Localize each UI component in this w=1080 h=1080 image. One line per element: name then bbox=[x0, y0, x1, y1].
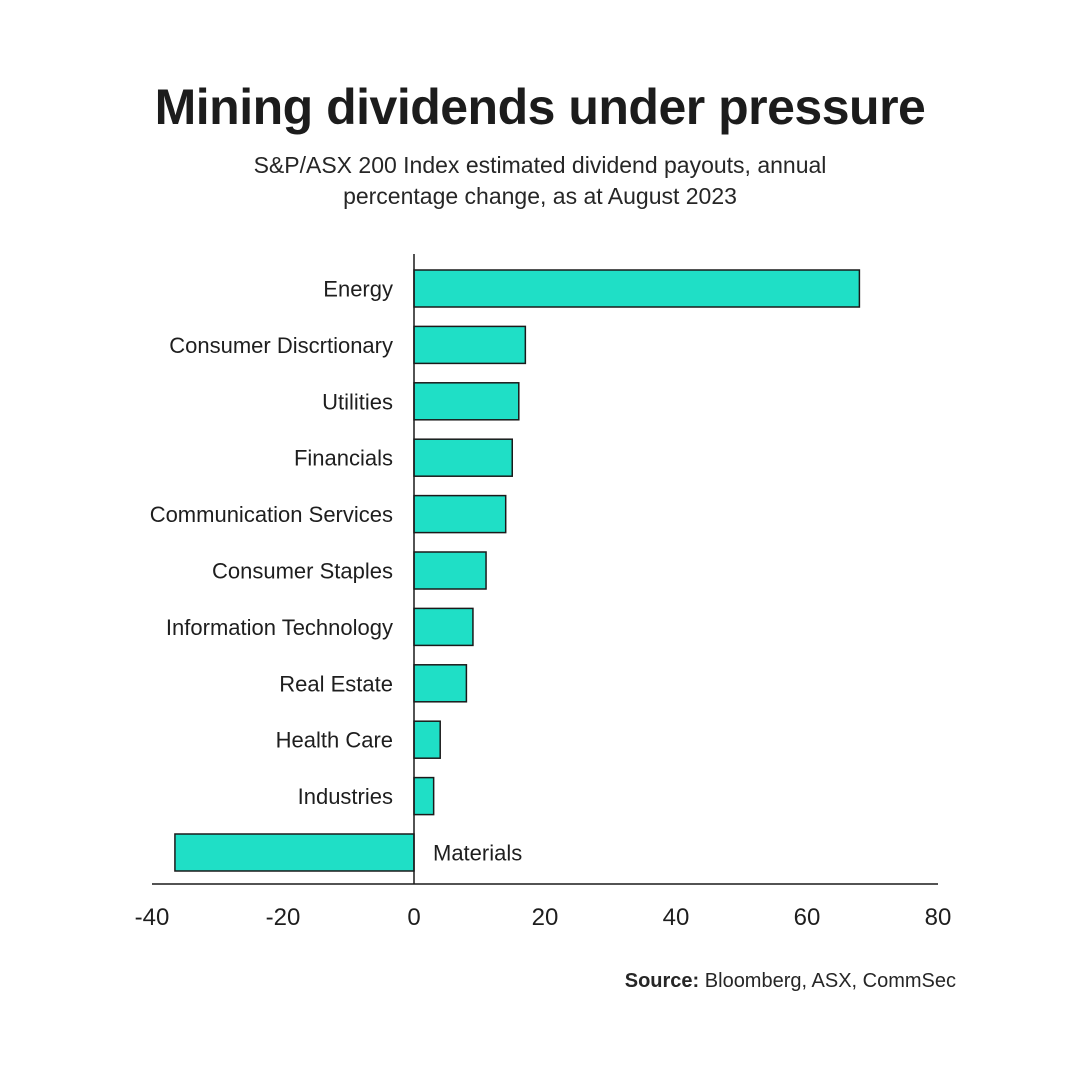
bar-energy bbox=[413, 269, 861, 308]
bar-consumer-discrtionary bbox=[413, 325, 527, 365]
bar-communication-services bbox=[413, 494, 507, 534]
x-tick-label: 40 bbox=[663, 904, 690, 931]
bar-financials bbox=[413, 438, 513, 477]
bar-consumer-staples bbox=[413, 551, 487, 590]
category-label: Materials bbox=[433, 841, 522, 866]
bar-health-care bbox=[413, 720, 441, 759]
bar-materials bbox=[174, 833, 415, 872]
category-label: Information Technology bbox=[166, 615, 393, 640]
x-tick-label: 60 bbox=[794, 904, 821, 931]
x-tick-label: 20 bbox=[532, 904, 559, 931]
category-label: Utilities bbox=[322, 389, 393, 414]
source-note: Source: Bloomberg, ASX, CommSec bbox=[625, 970, 956, 993]
bar-real-estate bbox=[413, 664, 468, 703]
category-label: Consumer Staples bbox=[212, 559, 393, 584]
x-tick-label: -20 bbox=[266, 904, 301, 931]
chart-title: Mining dividends under pressure bbox=[154, 79, 926, 135]
source-text: Bloomberg, ASX, CommSec bbox=[704, 970, 956, 992]
x-tick-label: 80 bbox=[925, 904, 952, 931]
category-label: Real Estate bbox=[279, 671, 393, 696]
category-label: Communication Services bbox=[150, 502, 393, 527]
x-tick-label: -40 bbox=[135, 904, 170, 931]
bar-industries bbox=[413, 776, 435, 816]
category-label: Energy bbox=[323, 277, 393, 302]
category-label: Industries bbox=[298, 784, 393, 809]
category-label: Financials bbox=[294, 446, 393, 471]
category-label: Health Care bbox=[276, 728, 393, 753]
x-tick-label: 0 bbox=[407, 904, 420, 931]
chart-subtitle: S&P/ASX 200 Index estimated dividend pay… bbox=[253, 152, 827, 209]
source-label: Source: bbox=[624, 970, 700, 992]
bar-information-technology bbox=[413, 607, 474, 647]
bar-utilities bbox=[413, 382, 520, 421]
category-label: Consumer Discrtionary bbox=[169, 333, 393, 358]
